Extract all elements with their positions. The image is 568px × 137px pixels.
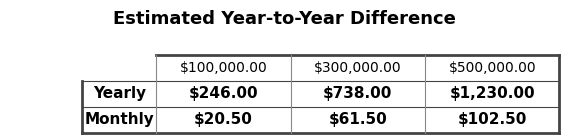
Text: $100,000.00: $100,000.00: [179, 61, 268, 75]
Text: Yearly: Yearly: [93, 86, 146, 101]
Text: Monthly: Monthly: [85, 112, 154, 127]
Text: Estimated Year-to-Year Difference: Estimated Year-to-Year Difference: [112, 10, 456, 28]
Text: $300,000.00: $300,000.00: [314, 61, 402, 75]
Text: $20.50: $20.50: [194, 112, 253, 127]
Text: $102.50: $102.50: [458, 112, 527, 127]
Text: $1,230.00: $1,230.00: [449, 86, 535, 101]
Text: $246.00: $246.00: [189, 86, 258, 101]
Text: $61.50: $61.50: [328, 112, 387, 127]
Text: $738.00: $738.00: [323, 86, 392, 101]
Text: $500,000.00: $500,000.00: [449, 61, 536, 75]
